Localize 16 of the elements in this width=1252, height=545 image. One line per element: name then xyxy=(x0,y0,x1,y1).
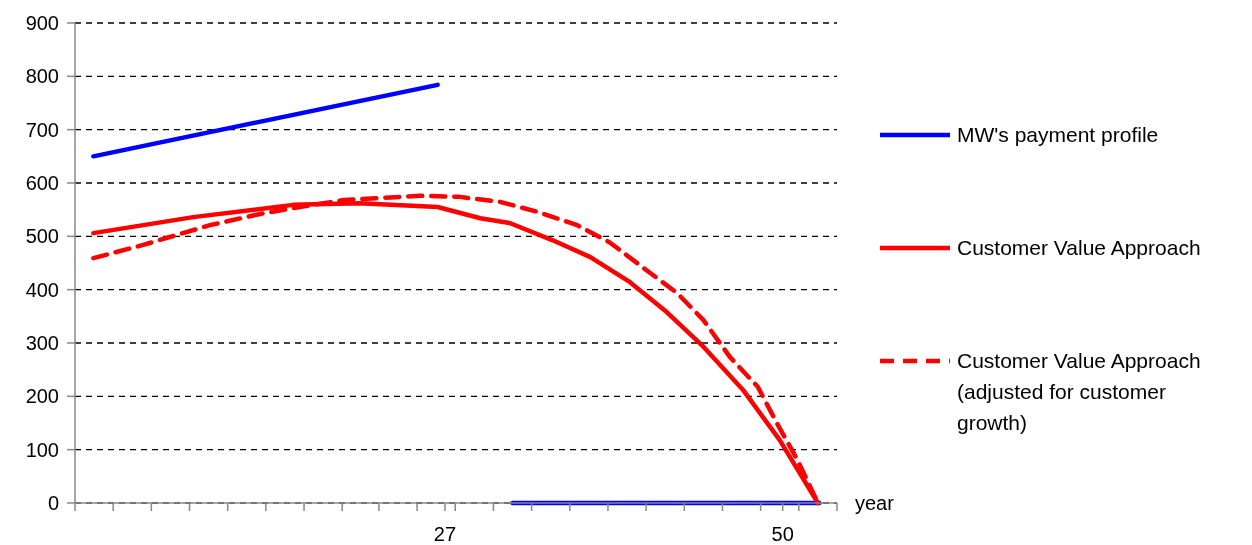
y-tick-label: 300 xyxy=(25,332,59,354)
x-axis-title: year xyxy=(855,492,895,514)
y-tick-label: 500 xyxy=(25,225,59,248)
legend-label: MW's payment profile xyxy=(957,123,1159,146)
y-tick-label: 400 xyxy=(25,278,59,301)
y-tick-label: 100 xyxy=(25,438,59,461)
legend-label: Customer Value Approach xyxy=(957,236,1201,259)
y-tick-label: 900 xyxy=(25,12,59,34)
y-tick-label: 0 xyxy=(47,492,59,514)
y-tick-label: 800 xyxy=(25,65,59,88)
legend-label: Customer Value Approach (adjusted for customer growth) xyxy=(957,349,1201,434)
x-tick-label: 27 xyxy=(433,523,457,545)
y-tick-label: 600 xyxy=(25,172,59,194)
x-tick-label: 50 xyxy=(771,523,794,545)
y-tick-label: 200 xyxy=(25,385,59,408)
y-tick-label: 700 xyxy=(25,118,59,141)
